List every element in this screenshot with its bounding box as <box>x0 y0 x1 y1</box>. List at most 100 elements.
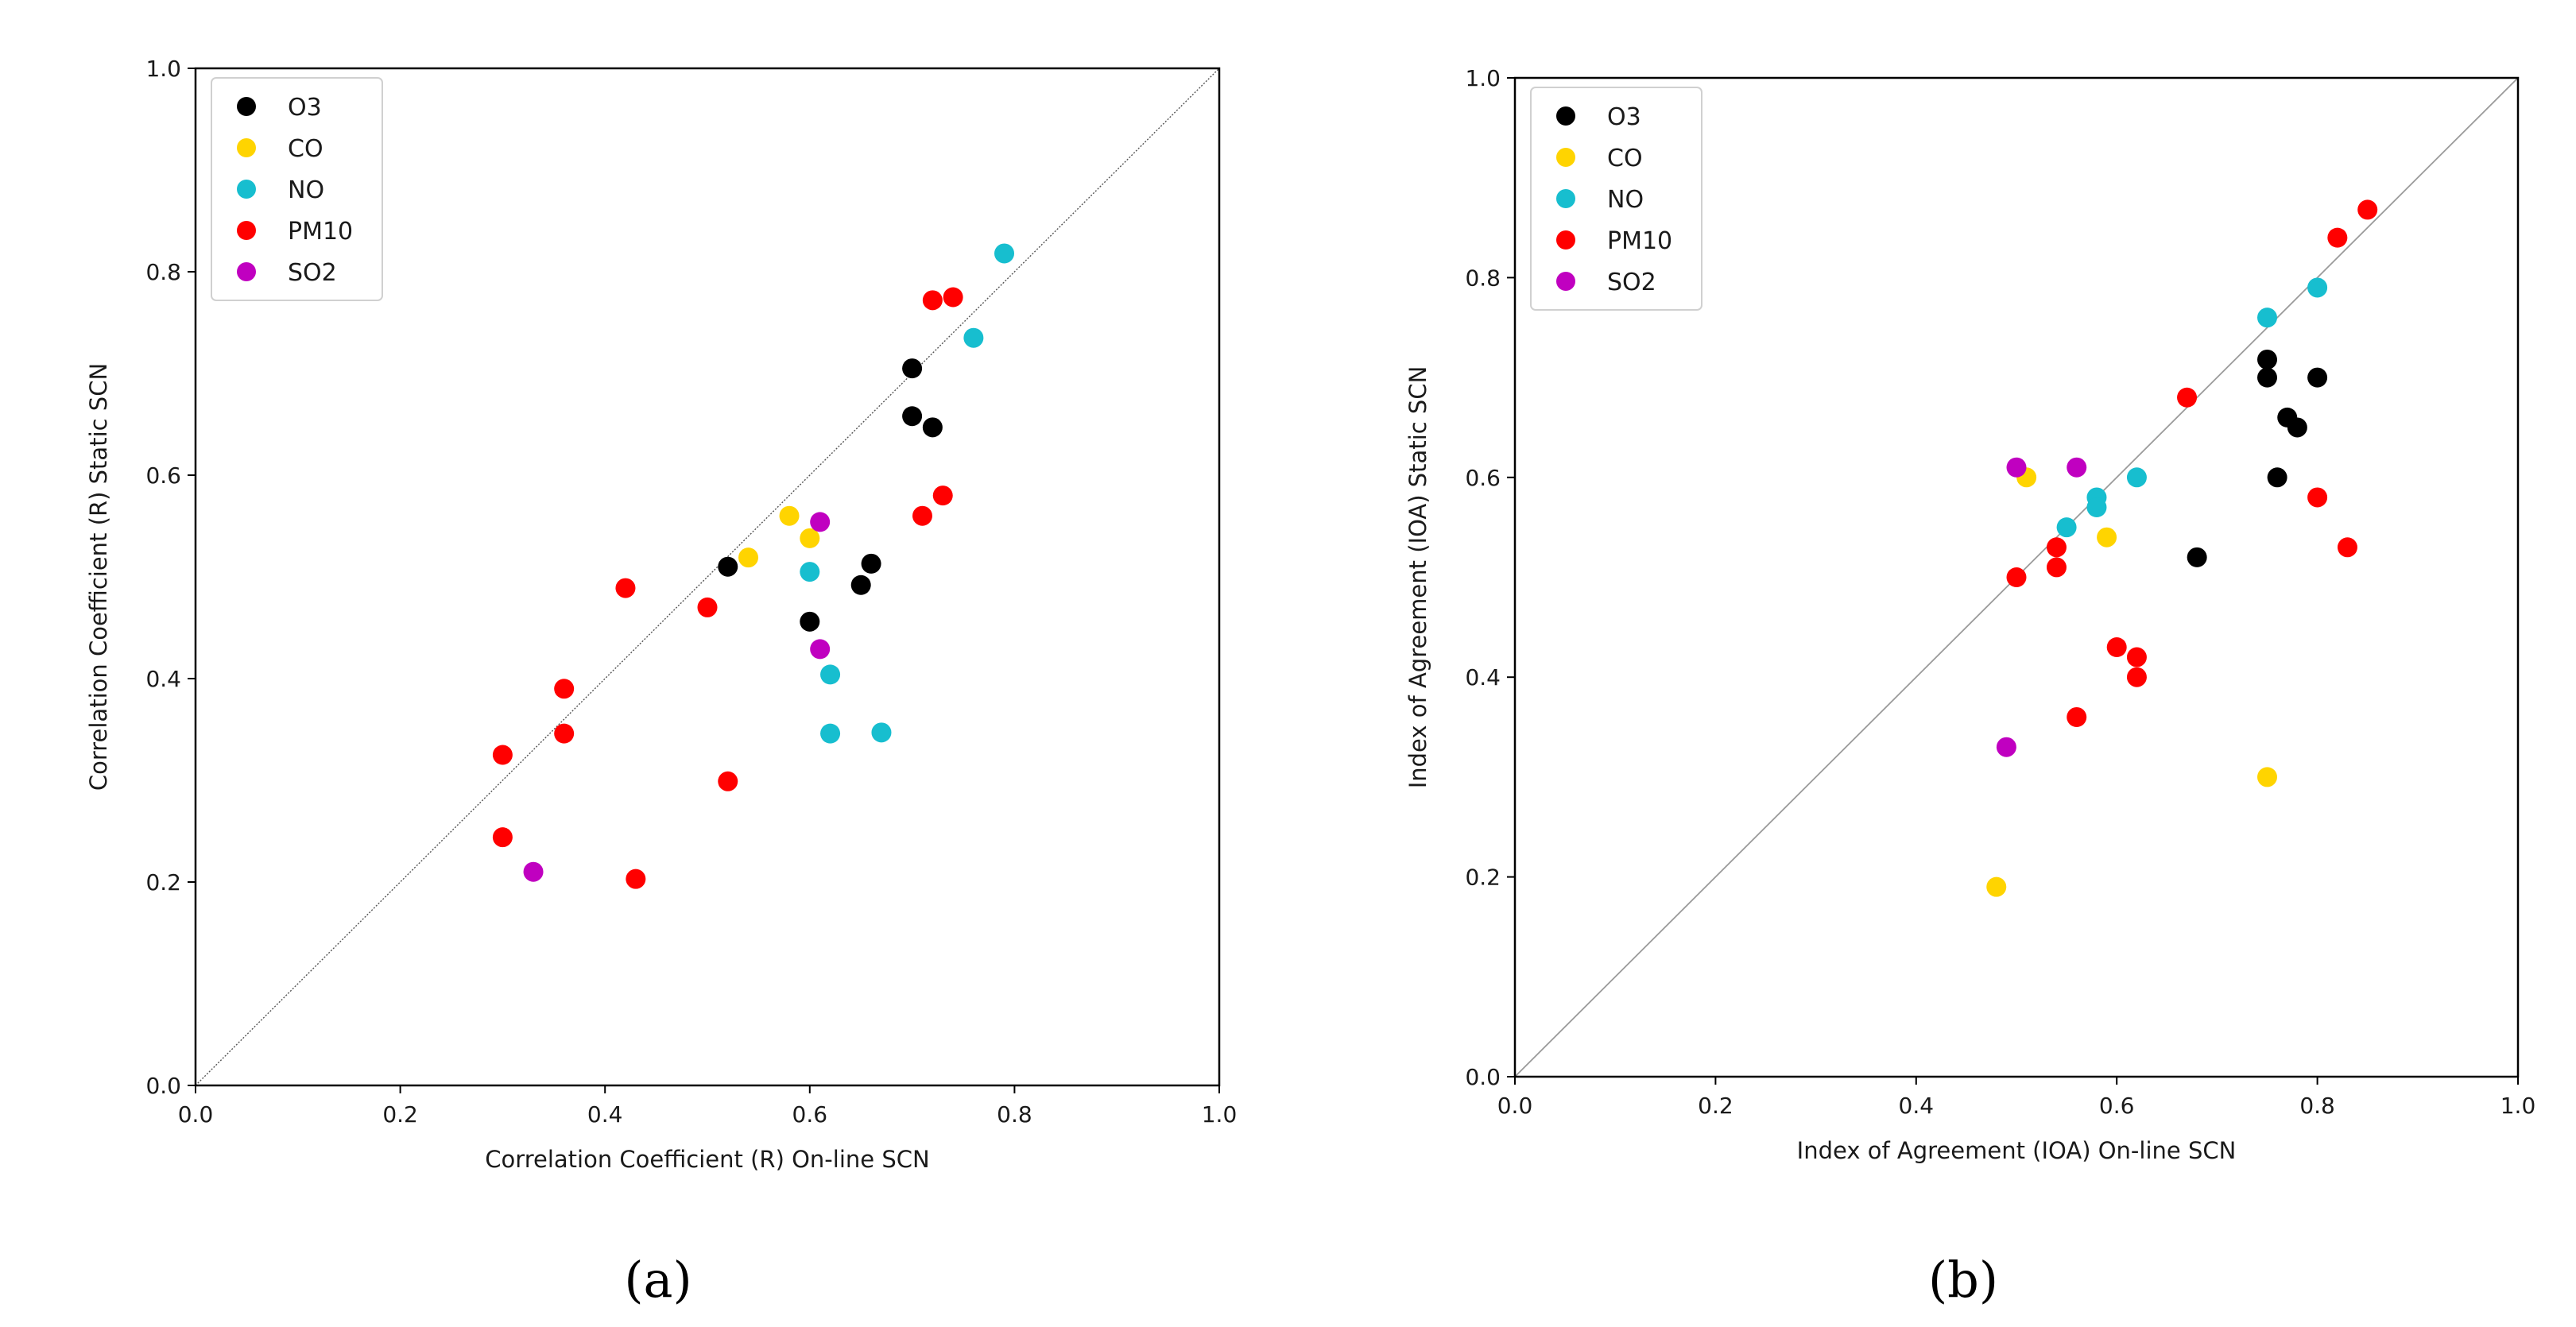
x-tick-label: 0.6 <box>2099 1093 2135 1119</box>
legend-label-o3: O3 <box>1607 103 1641 131</box>
data-point-no <box>2086 497 2107 518</box>
data-point-pm10 <box>615 578 636 598</box>
x-tick-label: 0.2 <box>382 1101 418 1128</box>
data-point-pm10 <box>2106 636 2127 657</box>
data-point-pm10 <box>718 771 738 791</box>
data-point-pm10 <box>2307 487 2328 508</box>
legend-marker-o3 <box>1556 106 1575 126</box>
plot-frame <box>1513 76 2520 1078</box>
plot-frame <box>194 67 1221 1087</box>
data-point-o3 <box>2187 547 2207 567</box>
data-point-co <box>800 528 820 548</box>
data-point-o3 <box>800 611 820 632</box>
panel-caption: (b) <box>1928 1251 1998 1309</box>
data-point-o3 <box>2257 367 2277 388</box>
data-point-pm10 <box>492 827 513 848</box>
data-point-o3 <box>2267 467 2287 488</box>
y-tick-label: 0.2 <box>145 869 181 896</box>
y-tick-label: 0.8 <box>1465 265 1501 291</box>
data-point-pm10 <box>2046 537 2067 558</box>
data-point-no <box>994 243 1015 264</box>
x-tick-label: 1.0 <box>2500 1093 2536 1119</box>
legend: O3 CO NO PM10 SO2 <box>211 77 383 301</box>
data-point-so2 <box>2006 457 2027 478</box>
data-point-co <box>2257 767 2277 787</box>
legend-label-o3: O3 <box>288 94 322 122</box>
x-tick-label: 0.8 <box>997 1101 1032 1128</box>
x-tick-label: 0.2 <box>1698 1093 1733 1119</box>
data-point-no <box>2126 467 2147 488</box>
data-point-so2 <box>810 639 831 660</box>
y-tick-label: 0.8 <box>145 259 181 285</box>
data-point-o3 <box>902 358 923 379</box>
data-point-pm10 <box>554 679 575 699</box>
data-point-so2 <box>523 861 544 882</box>
x-tick-label: 0.0 <box>178 1101 214 1128</box>
legend-label-pm10: PM10 <box>1607 227 1672 255</box>
data-point-pm10 <box>697 597 718 617</box>
data-point-co <box>779 505 800 526</box>
y-tick-label: 0.4 <box>145 666 181 692</box>
data-point-no <box>871 722 892 743</box>
legend-marker-co <box>237 138 256 157</box>
data-point-no <box>820 723 841 744</box>
legend-label-no: NO <box>1607 186 1644 214</box>
x-tick-label: 0.4 <box>587 1101 623 1128</box>
legend-marker-pm10 <box>1556 230 1575 250</box>
legend-marker-pm10 <box>237 221 256 240</box>
legend-marker-no <box>237 180 256 199</box>
data-point-pm10 <box>2337 537 2357 558</box>
data-point-so2 <box>810 512 831 532</box>
data-point-no <box>2307 277 2328 298</box>
legend-label-so2: SO2 <box>1607 269 1656 296</box>
data-point-o3 <box>922 417 943 438</box>
y-tick-label: 1.0 <box>145 56 181 82</box>
x-tick-label: 1.0 <box>1202 1101 1238 1128</box>
x-tick-label: 0.6 <box>792 1101 828 1128</box>
y-tick-label: 0.2 <box>1465 865 1501 891</box>
data-point-pm10 <box>912 505 932 526</box>
data-point-pm10 <box>2357 199 2378 220</box>
chart-panel-a: 0.00.0 0.2 0.2 0.4 0.4 0.6 0.6 0.8 0.8 1.0 1.0 Corr… <box>85 56 1237 1309</box>
data-point-co <box>738 547 759 568</box>
y-tick-label: 0.0 <box>1465 1064 1501 1090</box>
legend-box <box>1530 87 1702 311</box>
legend-marker-o3 <box>237 97 256 116</box>
data-point-pm10 <box>2177 387 2198 408</box>
data-point-pm10 <box>2126 647 2147 667</box>
legend-label-co: CO <box>1607 145 1643 172</box>
data-point-o3 <box>2257 349 2277 369</box>
data-point-o3 <box>861 553 881 574</box>
data-point-pm10 <box>2067 706 2087 727</box>
data-point-pm10 <box>932 486 953 506</box>
legend-marker-so2 <box>237 262 256 281</box>
data-point-pm10 <box>2126 667 2147 687</box>
y-tick-label: 0.4 <box>1465 664 1501 691</box>
data-point-pm10 <box>626 869 646 889</box>
data-point-so2 <box>1996 737 2016 757</box>
x-tick-label: 0.4 <box>1899 1093 1935 1119</box>
data-point-so2 <box>2067 457 2087 478</box>
y-tick-label: 0.6 <box>145 462 181 489</box>
data-point-o3 <box>718 556 738 577</box>
legend: O3 CO NO PM10 SO2 <box>1530 87 1702 311</box>
data-point-pm10 <box>492 745 513 765</box>
data-point-no <box>2257 308 2277 328</box>
legend-label-co: CO <box>288 135 323 163</box>
data-point-pm10 <box>2327 227 2348 248</box>
legend-marker-no <box>1556 189 1575 208</box>
data-point-o3 <box>850 575 871 595</box>
data-point-co <box>1986 876 2007 897</box>
chart-panel-b: 0.0 0.0 0.2 0.2 0.4 0.4 0.6 0.6 0.8 0.8 1.0 1.0 Inde… <box>1404 65 2535 1309</box>
data-point-o3 <box>2307 367 2328 388</box>
data-point-pm10 <box>943 287 963 308</box>
y-axis-label: Index of Agreement (IOA) Static SCN <box>1404 366 1431 789</box>
data-point-co <box>2097 527 2117 547</box>
data-point-o3 <box>2287 417 2307 438</box>
y-axis-label: Correlation Coefficient (R) Static SCN <box>85 363 112 791</box>
legend-label-so2: SO2 <box>288 259 337 287</box>
y-tick-label: 0.0 <box>145 1073 181 1099</box>
x-axis-label: Correlation Coefficient (R) On-line SCN <box>485 1146 929 1173</box>
y-tick-label: 0.6 <box>1465 465 1501 491</box>
